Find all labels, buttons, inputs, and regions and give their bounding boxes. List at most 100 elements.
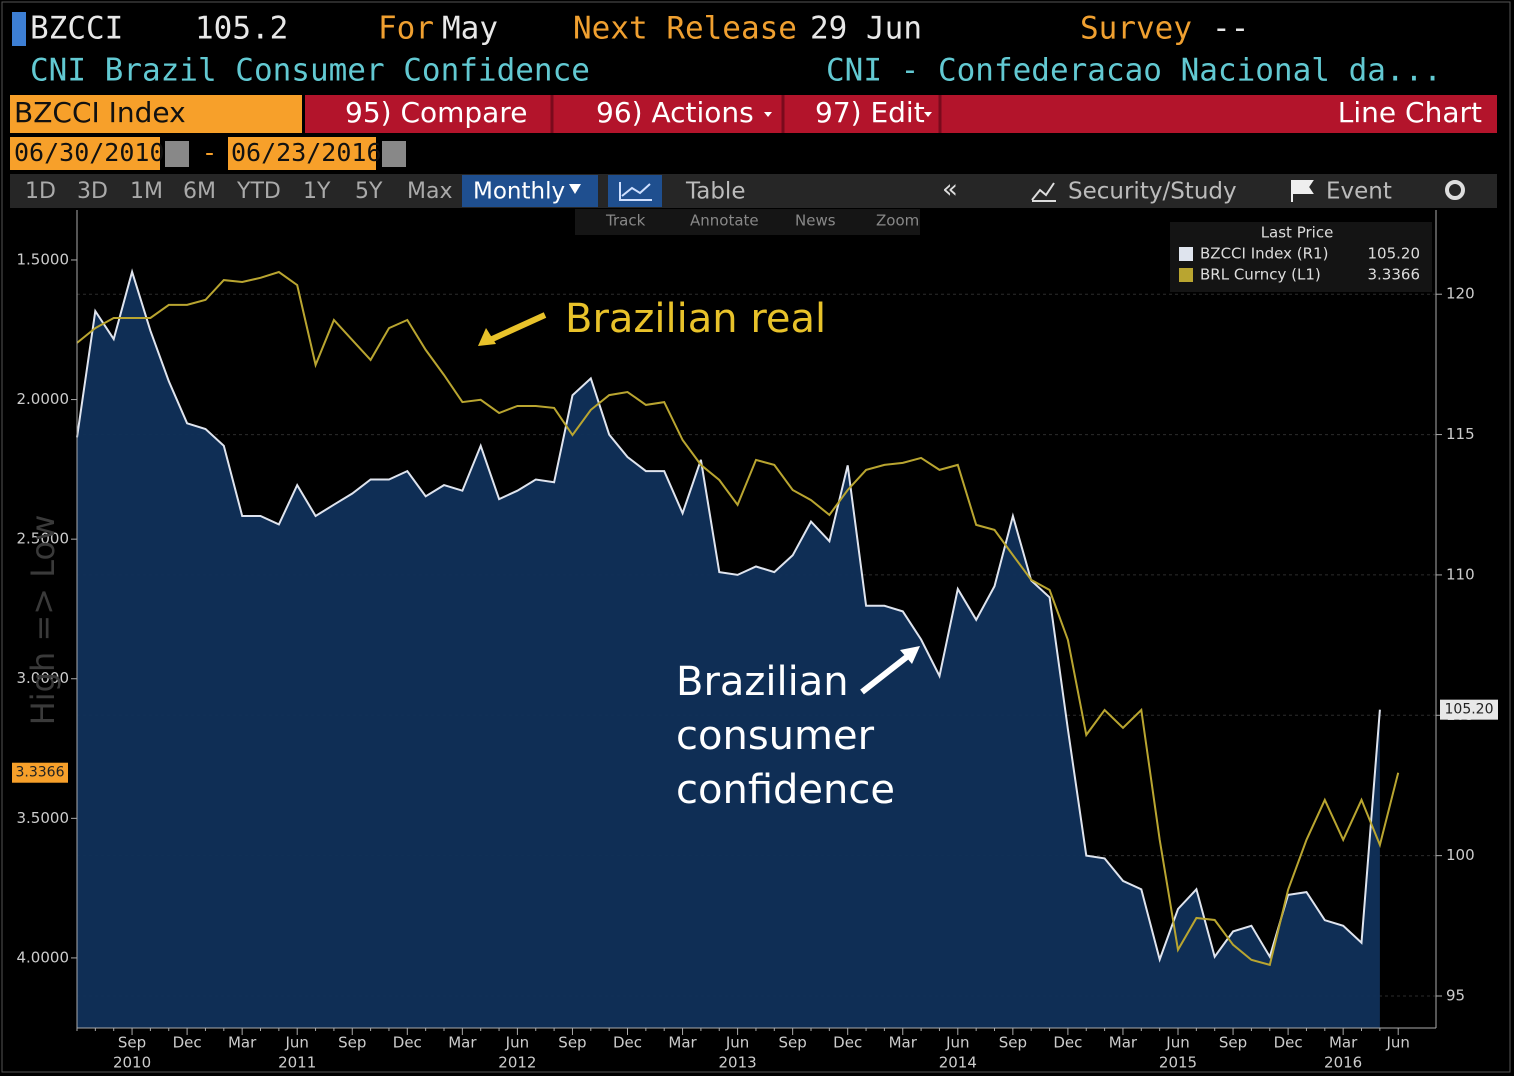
price-tag-label: 3.3366 [16,765,65,781]
settings-icon[interactable] [1445,180,1465,200]
table-button[interactable]: Table [685,179,745,205]
x-year-label: 2012 [498,1054,536,1072]
annotation-arrowhead [900,646,920,664]
y-tick-label: 1.5000 [17,250,70,268]
annotation-box: Brazilian consumer confidence [676,659,895,813]
index-name: BZCCI Index [14,96,186,129]
annotation-real: Brazilian real [565,296,826,342]
y2-tick-label: 110 [1446,565,1475,583]
calendar-icon[interactable] [382,141,406,167]
end-date[interactable]: 06/23/2016 [231,138,382,167]
end-date-box[interactable] [228,137,376,170]
index-box [10,95,302,133]
x-tick-label: Jun [284,1034,308,1052]
legend: Last Price BZCCI Index (R1) 105.20 BRL Curn… [1170,222,1432,292]
last-value: 105.2 [195,11,288,47]
legend-swatch [1179,247,1193,261]
x-tick-label: Sep [558,1034,586,1052]
x-tick-label: Dec [833,1034,862,1052]
x-tick-label: Sep [999,1034,1027,1052]
x-tick-label: Mar [668,1034,697,1052]
annotation-confidence: Brazilian consumer confidence [676,659,895,813]
tool-button[interactable]: Annotate [690,212,759,230]
start-date[interactable]: 06/30/2010 [14,138,165,167]
legend-box [1170,222,1432,292]
price-tag-box [1440,699,1498,720]
range-button[interactable]: 6M [183,179,216,204]
y-tick-label: 2.5000 [17,530,70,548]
edit-button[interactable]: 97) Edit [815,96,925,129]
range-button[interactable]: YTD [236,179,281,204]
chart-kind: Line Chart [1338,96,1482,129]
event-button[interactable]: Event [1326,179,1392,205]
for-value: May [442,11,498,47]
legend-title: Last Price [1261,224,1334,242]
y2-tick-label: 100 [1446,846,1475,864]
calendar-icon[interactable] [165,141,189,167]
x-tick-label: Mar [448,1034,477,1052]
security-source: CNI - Confederacao Nacional da... [826,53,1442,89]
x-tick-label: Dec [1053,1034,1082,1052]
range-button[interactable]: Max [407,179,452,204]
x-tick-label: Sep [1219,1034,1247,1052]
x-year-label: 2015 [1159,1054,1197,1072]
collapse-button[interactable]: « [942,175,958,205]
range-button[interactable]: 3D [77,179,108,204]
tool-button[interactable]: Track [605,212,646,230]
compare-button[interactable]: 95) Compare [345,96,527,129]
tool-button[interactable]: News [795,212,836,230]
series-line [76,270,1400,967]
range-button[interactable]: 5Y [355,179,383,204]
x-tick-label: Sep [779,1034,807,1052]
x-tick-label: Dec [393,1034,422,1052]
range-bar [10,174,1497,208]
range-button[interactable]: 1M [130,179,163,204]
range-button[interactable]: 1Y [303,179,331,204]
ticker: BZCCI [30,11,123,47]
tool-button[interactable]: Zoom [876,212,919,230]
dropdown-arrow [569,184,581,194]
annotation-arrow [488,312,547,343]
dropdown-arrow [924,112,932,117]
range-button[interactable]: 1D [25,179,56,204]
x-tick-label: Dec [613,1034,642,1052]
dropdown-arrow [764,112,772,117]
date-dash: - [205,138,214,167]
actions-button[interactable]: 96) Actions [596,96,754,129]
annotation-arrow [860,653,910,695]
y-tick-label: 3.0000 [17,669,70,687]
x-tick-label: Jun [1385,1034,1409,1052]
annotation-arrowhead [478,328,496,346]
x-tick-label: Dec [1274,1034,1303,1052]
axis-direction-label: High => Low [24,515,62,726]
price-tag-box [12,762,68,783]
x-year-label: 2010 [113,1054,151,1072]
series-line [76,268,1381,963]
study-icon [1031,182,1056,202]
x-year-label: 2011 [278,1054,316,1072]
x-tick-label: Mar [1109,1034,1138,1052]
x-tick-label: Dec [173,1034,202,1052]
y2-tick-label: 95 [1446,986,1465,1004]
for-label: For [378,11,434,47]
tool-bar [575,209,920,235]
y-tick-label: 3.5000 [17,809,70,827]
ticker-marker [12,12,26,46]
price-tag: 3.3366 [12,762,68,783]
x-tick-label: Mar [889,1034,918,1052]
start-date-box[interactable] [10,137,160,170]
next-value: 29 Jun [810,11,922,47]
x-year-label: 2014 [939,1054,977,1072]
x-tick-label: Jun [505,1034,529,1052]
y2-tick-label: 115 [1446,425,1475,443]
security-study-button[interactable]: Security/Study [1068,179,1237,205]
series-area [77,271,1380,1028]
x-year-label: 2013 [719,1054,757,1072]
survey-label: Survey [1080,11,1192,47]
frequency[interactable]: Monthly [473,179,565,205]
legend-swatch [1179,268,1193,282]
x-tick-label: Sep [118,1034,146,1052]
